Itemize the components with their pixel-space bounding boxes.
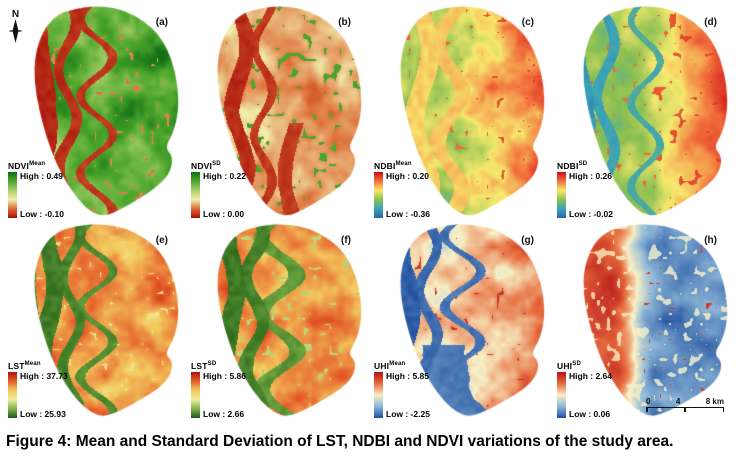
map-panel-b: (b) NDVISD High : 0.22 Low : 0.00 [185, 4, 366, 220]
figure-caption: Figure 4: Mean and Standard Deviation of… [6, 433, 674, 450]
legend-high-value: High : 2.64 [569, 371, 612, 381]
legend-title: UHIMean [374, 361, 406, 371]
legend-low-value: Low : -0.36 [386, 208, 430, 219]
legend-low-value: Low : -0.02 [569, 208, 613, 219]
map-canvas-lst-mean [2, 222, 183, 420]
scale-tick-label-4: 4 [675, 397, 681, 406]
legend-high-value: High : 0.26 [569, 171, 612, 181]
legend-low-value: Low : -0.10 [20, 208, 64, 219]
map-panel-c: (c) NDBIMean High : 0.20 Low : -0.36 [368, 4, 549, 220]
legend-high-value: High : 0.22 [203, 171, 246, 181]
legend-high-value: High : 0.49 [20, 171, 63, 181]
scale-bar-line [646, 407, 724, 412]
legend-ndbi-mean: NDBIMean High : 0.20 Low : -0.36 [374, 161, 430, 218]
map-panel-h: (h) UHISD High : 2.64 Low : 0.06 0 4 8 k… [551, 222, 732, 420]
panel-label-d: (d) [704, 17, 717, 28]
legend-low-value: Low : 25.93 [20, 408, 66, 419]
legend-low-value: Low : -2.25 [386, 408, 430, 419]
legend-color-ramp [8, 372, 17, 418]
legend-lst-sd: LSTSD High : 5.86 Low : 2.66 [191, 361, 246, 418]
scale-bar-labels: 0 4 8 km [646, 398, 724, 406]
map-canvas-lst-sd [185, 222, 366, 420]
scale-tick-label-0: 0 [646, 397, 651, 406]
scale-tick-label-8km: 8 km [705, 397, 724, 406]
map-panel-g: (g) UHIMean High : 5.85 Low : -2.25 [368, 222, 549, 420]
legend-title: NDBISD [557, 161, 588, 171]
legend-high-value: High : 5.86 [203, 371, 246, 381]
panel-label-e: (e) [155, 235, 168, 246]
legend-ndvi-sd: NDVISD High : 0.22 Low : 0.00 [191, 161, 246, 218]
legend-title: NDVISD [191, 161, 221, 171]
legend-color-ramp [374, 172, 383, 218]
legend-high-value: High : 0.20 [386, 171, 429, 181]
legend-color-ramp [191, 372, 200, 418]
map-canvas-ndvi-mean [2, 4, 183, 220]
panel-label-b: (b) [338, 17, 351, 28]
legend-title: NDVIMean [8, 161, 46, 171]
map-canvas-ndvi-sd [185, 4, 366, 220]
north-arrow-icon: N [9, 9, 22, 43]
scale-bar: 0 4 8 km [646, 398, 724, 412]
legend-lst-mean: LSTMean High : 37.73 Low : 25.93 [8, 361, 68, 418]
legend-low-value: Low : 0.06 [569, 408, 611, 419]
map-canvas-uhi-sd [551, 222, 732, 420]
legend-low-value: Low : 2.66 [203, 408, 245, 419]
panel-label-g: (g) [521, 235, 534, 246]
legend-color-ramp [374, 372, 383, 418]
legend-color-ramp [191, 172, 200, 218]
legend-color-ramp [557, 372, 566, 418]
legend-low-value: Low : 0.00 [203, 208, 245, 219]
panel-label-c: (c) [521, 17, 534, 28]
map-panel-a: N (a) NDVIMean High : 0.49 Low : -0.10 [2, 4, 183, 220]
legend-uhi-mean: UHIMean High : 5.85 Low : -2.25 [374, 361, 430, 418]
panel-label-a: (a) [155, 17, 168, 28]
legend-title: UHISD [557, 361, 581, 371]
legend-title: NDBIMean [374, 161, 412, 171]
map-panel-e: (e) LSTMean High : 37.73 Low : 25.93 [2, 222, 183, 420]
map-panel-f: (f) LSTSD High : 5.86 Low : 2.66 [185, 222, 366, 420]
panel-label-h: (h) [704, 235, 717, 246]
legend-title: LSTMean [8, 361, 41, 371]
map-grid: N (a) NDVIMean High : 0.49 Low : -0.10 [2, 4, 732, 420]
map-canvas-uhi-mean [368, 222, 549, 420]
legend-ndvi-mean: NDVIMean High : 0.49 Low : -0.10 [8, 161, 64, 218]
panel-label-f: (f) [341, 235, 351, 246]
legend-color-ramp [8, 172, 17, 218]
legend-high-value: High : 37.73 [20, 371, 68, 381]
legend-color-ramp [557, 172, 566, 218]
svg-text:N: N [12, 9, 19, 20]
map-panel-d: (d) NDBISD High : 0.26 Low : -0.02 [551, 4, 732, 220]
legend-ndbi-sd: NDBISD High : 0.26 Low : -0.02 [557, 161, 613, 218]
map-canvas-ndbi-mean [368, 4, 549, 220]
map-canvas-ndbi-sd [551, 4, 732, 220]
legend-title: LSTSD [191, 361, 217, 371]
legend-uhi-sd: UHISD High : 2.64 Low : 0.06 [557, 361, 612, 418]
legend-high-value: High : 5.85 [386, 371, 429, 381]
